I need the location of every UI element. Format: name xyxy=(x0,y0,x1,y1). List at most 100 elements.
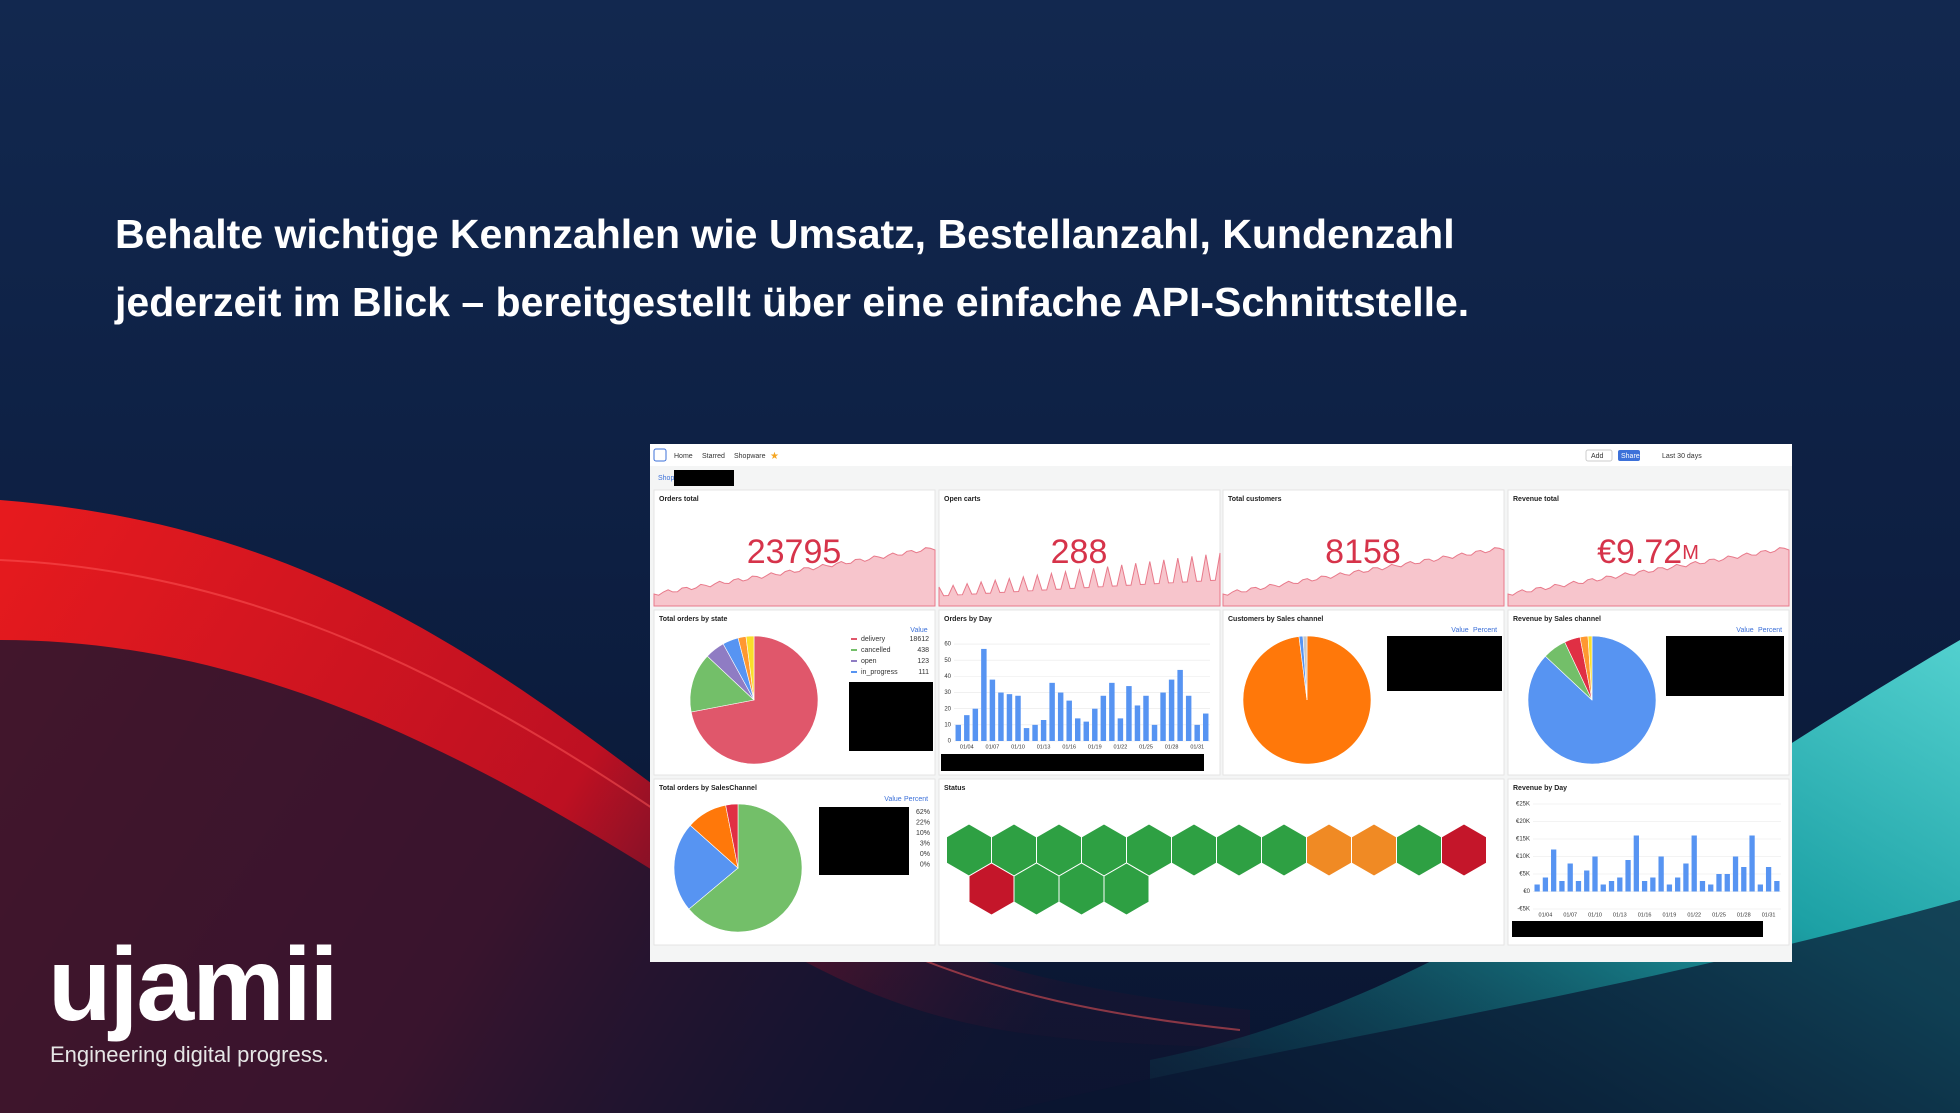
breadcrumb[interactable]: Shopware xyxy=(734,453,766,460)
bar xyxy=(1716,874,1722,892)
bar xyxy=(1575,881,1582,892)
sparkline xyxy=(938,552,1221,607)
bar xyxy=(955,724,961,741)
pie-slice xyxy=(745,635,755,701)
pie-slice xyxy=(690,635,819,765)
bar xyxy=(1625,860,1631,892)
x-tick-label: 01/16 xyxy=(1638,912,1652,918)
y-tick-label: €15K xyxy=(1516,837,1530,843)
menu-icon[interactable] xyxy=(653,448,667,462)
bar xyxy=(1608,881,1615,892)
panel: Revenue total €9.72M xyxy=(1507,489,1790,607)
redacted xyxy=(1387,636,1502,691)
headline: jederzeit im Blick – bereitgestellt über… xyxy=(114,279,1469,325)
legend-value: 111 xyxy=(918,669,929,676)
x-tick-label: 01/04 xyxy=(960,744,974,750)
panel: Total customers 8158 xyxy=(1222,489,1505,607)
bar xyxy=(1117,718,1124,741)
share-label[interactable]: Share xyxy=(1621,453,1640,460)
redacted xyxy=(849,682,933,751)
panel: Total orders by SalesChannel Value Percent… xyxy=(653,778,936,946)
legend-percent: 62% xyxy=(916,809,930,816)
wave-shadow xyxy=(1000,900,1960,1113)
legend-swatch xyxy=(851,671,857,673)
legend-header[interactable]: Value xyxy=(1451,627,1468,634)
bar xyxy=(981,648,987,741)
x-tick-label: 01/22 xyxy=(1114,744,1128,750)
y-tick-label: 40 xyxy=(944,674,951,680)
share-button[interactable] xyxy=(1618,450,1640,461)
bar xyxy=(1683,863,1689,892)
bar xyxy=(1584,870,1590,892)
pie-slice xyxy=(1587,635,1593,701)
stat-value: 288 xyxy=(1051,533,1108,571)
sparkline xyxy=(1507,547,1790,607)
bar xyxy=(964,715,970,741)
y-tick-label: 10 xyxy=(944,722,951,728)
bar xyxy=(998,692,1004,741)
panel: Status xyxy=(938,778,1505,946)
breadcrumb[interactable]: Home xyxy=(674,453,693,460)
add-label[interactable]: Add xyxy=(1591,453,1604,460)
bar xyxy=(1177,669,1183,741)
redacted xyxy=(1666,636,1784,696)
bar xyxy=(1185,695,1192,741)
x-tick-label: 01/07 xyxy=(1563,912,1577,918)
variable-label[interactable]: Shop xyxy=(658,475,674,482)
bar xyxy=(1057,692,1064,741)
panel-title: Total orders by state xyxy=(659,616,727,623)
top-bar xyxy=(650,444,1792,466)
star-icon[interactable]: ★ xyxy=(770,451,779,462)
stat-value: 23795 xyxy=(747,533,842,571)
legend-header[interactable]: Value xyxy=(884,796,901,803)
bar xyxy=(1749,835,1755,892)
y-tick-label: 0 xyxy=(948,739,952,745)
panel: Orders by Day 0 10 20 30 40 50 60 01/04 01/07 01/1… xyxy=(938,609,1221,776)
bar xyxy=(1194,724,1200,741)
breadcrumb[interactable]: Starred xyxy=(702,453,725,460)
panel: Open carts 288 xyxy=(938,489,1221,607)
pie-slice xyxy=(725,803,739,869)
x-tick-label: 01/04 xyxy=(1539,912,1553,918)
sparkline xyxy=(653,547,936,607)
bar xyxy=(1765,867,1772,892)
add-button[interactable] xyxy=(1585,449,1613,462)
y-tick-label: 60 xyxy=(944,642,951,648)
bar xyxy=(1732,856,1739,892)
legend-swatch xyxy=(851,649,857,651)
legend-swatch xyxy=(851,638,857,640)
panel-title: Total orders by SalesChannel xyxy=(659,785,757,792)
time-range[interactable]: Last 30 days xyxy=(1662,453,1702,460)
redacted xyxy=(674,470,734,486)
bar xyxy=(1600,884,1606,892)
legend-header[interactable]: Percent xyxy=(1758,627,1782,634)
variable-row xyxy=(650,466,1792,488)
bar xyxy=(1567,863,1573,892)
panel-title: Open carts xyxy=(944,496,981,503)
bar xyxy=(1559,881,1565,892)
x-tick-label: 01/25 xyxy=(1139,744,1153,750)
bar xyxy=(1741,867,1747,892)
x-tick-label: 01/28 xyxy=(1737,912,1751,918)
legend-header[interactable]: Value xyxy=(1736,627,1753,634)
legend-header[interactable]: Value xyxy=(910,627,927,634)
y-tick-label: €5K xyxy=(1519,872,1530,878)
bar xyxy=(1083,721,1089,741)
logo: ujamii xyxy=(48,927,337,1043)
bar xyxy=(1691,835,1697,892)
panel: Total orders by state Value delivery 18612 c… xyxy=(653,609,936,776)
x-tick-label: 01/19 xyxy=(1088,744,1102,750)
legend-header[interactable]: Percent xyxy=(1473,627,1497,634)
stat-value: 8158 xyxy=(1325,533,1401,571)
legend-header[interactable]: Percent xyxy=(904,796,928,803)
legend-name: delivery xyxy=(861,636,886,643)
legend-name: in_progress xyxy=(861,669,898,676)
bar xyxy=(1774,881,1780,892)
stat-value: €9.72M xyxy=(1597,533,1699,571)
dashboard-screenshot: Home Starred Shopware ★ Add Share Last 3… xyxy=(650,444,1792,962)
legend-percent: 0% xyxy=(920,861,930,868)
x-tick-label: 01/16 xyxy=(1062,744,1076,750)
bar xyxy=(1675,877,1681,892)
bar xyxy=(1134,705,1141,741)
